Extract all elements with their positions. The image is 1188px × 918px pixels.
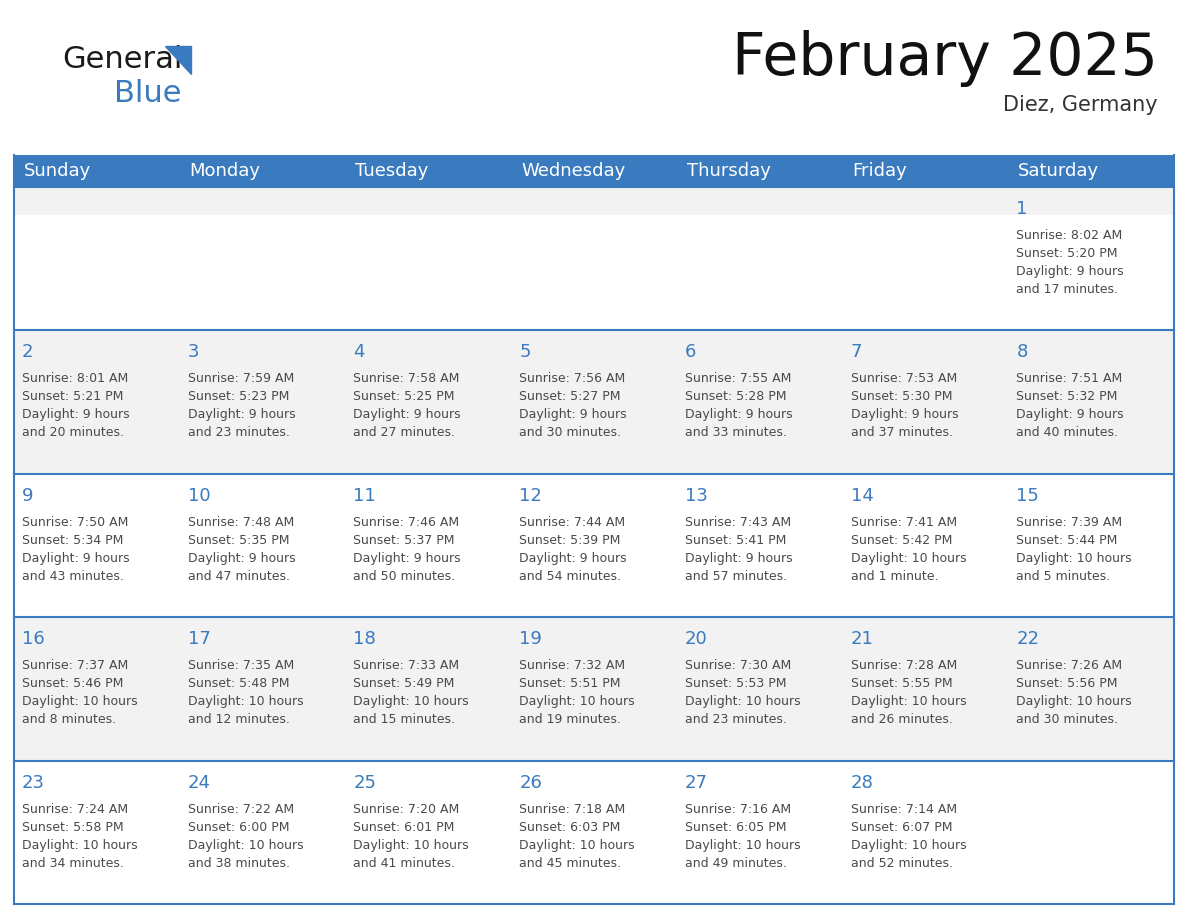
Text: 1: 1 (1016, 200, 1028, 218)
Bar (14, 187, 1174, 215)
Text: Sunrise: 7:28 AM
Sunset: 5:55 PM
Daylight: 10 hours
and 26 minutes.: Sunrise: 7:28 AM Sunset: 5:55 PM Dayligh… (851, 659, 966, 726)
Text: Tuesday: Tuesday (355, 162, 429, 180)
Text: 7: 7 (851, 343, 862, 362)
Text: Sunrise: 7:39 AM
Sunset: 5:44 PM
Daylight: 10 hours
and 5 minutes.: Sunrise: 7:39 AM Sunset: 5:44 PM Dayligh… (1016, 516, 1132, 583)
Text: 17: 17 (188, 630, 210, 648)
Text: Sunrise: 7:20 AM
Sunset: 6:01 PM
Daylight: 10 hours
and 41 minutes.: Sunrise: 7:20 AM Sunset: 6:01 PM Dayligh… (353, 802, 469, 869)
Text: Sunrise: 7:56 AM
Sunset: 5:27 PM
Daylight: 9 hours
and 30 minutes.: Sunrise: 7:56 AM Sunset: 5:27 PM Dayligh… (519, 373, 627, 440)
Text: 16: 16 (23, 630, 45, 648)
Text: Friday: Friday (853, 162, 908, 180)
Text: Sunrise: 7:43 AM
Sunset: 5:41 PM
Daylight: 9 hours
and 57 minutes.: Sunrise: 7:43 AM Sunset: 5:41 PM Dayligh… (684, 516, 792, 583)
Bar (14, 761, 1174, 904)
Text: Diez, Germany: Diez, Germany (1004, 95, 1158, 115)
Text: Sunrise: 7:33 AM
Sunset: 5:49 PM
Daylight: 10 hours
and 15 minutes.: Sunrise: 7:33 AM Sunset: 5:49 PM Dayligh… (353, 659, 469, 726)
Text: February 2025: February 2025 (732, 30, 1158, 87)
Text: 24: 24 (188, 774, 210, 791)
Text: 14: 14 (851, 487, 873, 505)
Text: Sunrise: 7:22 AM
Sunset: 6:00 PM
Daylight: 10 hours
and 38 minutes.: Sunrise: 7:22 AM Sunset: 6:00 PM Dayligh… (188, 802, 303, 869)
Text: Sunrise: 7:16 AM
Sunset: 6:05 PM
Daylight: 10 hours
and 49 minutes.: Sunrise: 7:16 AM Sunset: 6:05 PM Dayligh… (684, 802, 801, 869)
Text: 13: 13 (684, 487, 708, 505)
Text: 25: 25 (353, 774, 377, 791)
Text: Sunrise: 7:30 AM
Sunset: 5:53 PM
Daylight: 10 hours
and 23 minutes.: Sunrise: 7:30 AM Sunset: 5:53 PM Dayligh… (684, 659, 801, 726)
Polygon shape (165, 46, 191, 74)
Text: 27: 27 (684, 774, 708, 791)
Text: Thursday: Thursday (687, 162, 771, 180)
Text: Wednesday: Wednesday (522, 162, 625, 180)
Text: Sunrise: 7:44 AM
Sunset: 5:39 PM
Daylight: 9 hours
and 54 minutes.: Sunrise: 7:44 AM Sunset: 5:39 PM Dayligh… (519, 516, 627, 583)
Text: 12: 12 (519, 487, 542, 505)
Text: Sunrise: 7:50 AM
Sunset: 5:34 PM
Daylight: 9 hours
and 43 minutes.: Sunrise: 7:50 AM Sunset: 5:34 PM Dayligh… (23, 516, 129, 583)
Text: 26: 26 (519, 774, 542, 791)
Text: Sunrise: 7:32 AM
Sunset: 5:51 PM
Daylight: 10 hours
and 19 minutes.: Sunrise: 7:32 AM Sunset: 5:51 PM Dayligh… (519, 659, 634, 726)
Text: Sunrise: 7:24 AM
Sunset: 5:58 PM
Daylight: 10 hours
and 34 minutes.: Sunrise: 7:24 AM Sunset: 5:58 PM Dayligh… (23, 802, 138, 869)
Text: 20: 20 (684, 630, 708, 648)
Text: Sunrise: 7:35 AM
Sunset: 5:48 PM
Daylight: 10 hours
and 12 minutes.: Sunrise: 7:35 AM Sunset: 5:48 PM Dayligh… (188, 659, 303, 726)
Text: Sunday: Sunday (24, 162, 91, 180)
Bar (14, 617, 1174, 761)
Text: Sunrise: 7:41 AM
Sunset: 5:42 PM
Daylight: 10 hours
and 1 minute.: Sunrise: 7:41 AM Sunset: 5:42 PM Dayligh… (851, 516, 966, 583)
Text: 11: 11 (353, 487, 377, 505)
Text: Sunrise: 7:46 AM
Sunset: 5:37 PM
Daylight: 9 hours
and 50 minutes.: Sunrise: 7:46 AM Sunset: 5:37 PM Dayligh… (353, 516, 461, 583)
Text: Sunrise: 7:37 AM
Sunset: 5:46 PM
Daylight: 10 hours
and 8 minutes.: Sunrise: 7:37 AM Sunset: 5:46 PM Dayligh… (23, 659, 138, 726)
Bar (14, 155, 1174, 187)
Text: 18: 18 (353, 630, 377, 648)
Text: Saturday: Saturday (1018, 162, 1099, 180)
Text: 6: 6 (684, 343, 696, 362)
Text: 22: 22 (1016, 630, 1040, 648)
Text: Blue: Blue (114, 79, 182, 107)
Text: 28: 28 (851, 774, 873, 791)
Text: 3: 3 (188, 343, 200, 362)
Text: Sunrise: 7:59 AM
Sunset: 5:23 PM
Daylight: 9 hours
and 23 minutes.: Sunrise: 7:59 AM Sunset: 5:23 PM Dayligh… (188, 373, 296, 440)
Text: 2: 2 (23, 343, 33, 362)
Text: 4: 4 (353, 343, 365, 362)
Bar (14, 330, 1174, 474)
Text: Sunrise: 7:14 AM
Sunset: 6:07 PM
Daylight: 10 hours
and 52 minutes.: Sunrise: 7:14 AM Sunset: 6:07 PM Dayligh… (851, 802, 966, 869)
Text: Sunrise: 7:55 AM
Sunset: 5:28 PM
Daylight: 9 hours
and 33 minutes.: Sunrise: 7:55 AM Sunset: 5:28 PM Dayligh… (684, 373, 792, 440)
Text: 10: 10 (188, 487, 210, 505)
Text: 8: 8 (1016, 343, 1028, 362)
Text: Sunrise: 7:51 AM
Sunset: 5:32 PM
Daylight: 9 hours
and 40 minutes.: Sunrise: 7:51 AM Sunset: 5:32 PM Dayligh… (1016, 373, 1124, 440)
Bar (14, 215, 1174, 330)
Text: 5: 5 (519, 343, 531, 362)
Text: General: General (62, 46, 183, 74)
Text: 15: 15 (1016, 487, 1040, 505)
Text: Sunrise: 8:01 AM
Sunset: 5:21 PM
Daylight: 9 hours
and 20 minutes.: Sunrise: 8:01 AM Sunset: 5:21 PM Dayligh… (23, 373, 129, 440)
Text: 9: 9 (23, 487, 33, 505)
Text: 21: 21 (851, 630, 873, 648)
Text: Sunrise: 7:58 AM
Sunset: 5:25 PM
Daylight: 9 hours
and 27 minutes.: Sunrise: 7:58 AM Sunset: 5:25 PM Dayligh… (353, 373, 461, 440)
Text: Sunrise: 7:48 AM
Sunset: 5:35 PM
Daylight: 9 hours
and 47 minutes.: Sunrise: 7:48 AM Sunset: 5:35 PM Dayligh… (188, 516, 296, 583)
Bar (14, 474, 1174, 617)
Text: Sunrise: 7:26 AM
Sunset: 5:56 PM
Daylight: 10 hours
and 30 minutes.: Sunrise: 7:26 AM Sunset: 5:56 PM Dayligh… (1016, 659, 1132, 726)
Text: Sunrise: 7:53 AM
Sunset: 5:30 PM
Daylight: 9 hours
and 37 minutes.: Sunrise: 7:53 AM Sunset: 5:30 PM Dayligh… (851, 373, 959, 440)
Text: Monday: Monday (190, 162, 260, 180)
Text: Sunrise: 7:18 AM
Sunset: 6:03 PM
Daylight: 10 hours
and 45 minutes.: Sunrise: 7:18 AM Sunset: 6:03 PM Dayligh… (519, 802, 634, 869)
Text: 23: 23 (23, 774, 45, 791)
Text: Sunrise: 8:02 AM
Sunset: 5:20 PM
Daylight: 9 hours
and 17 minutes.: Sunrise: 8:02 AM Sunset: 5:20 PM Dayligh… (1016, 229, 1124, 296)
Text: 19: 19 (519, 630, 542, 648)
